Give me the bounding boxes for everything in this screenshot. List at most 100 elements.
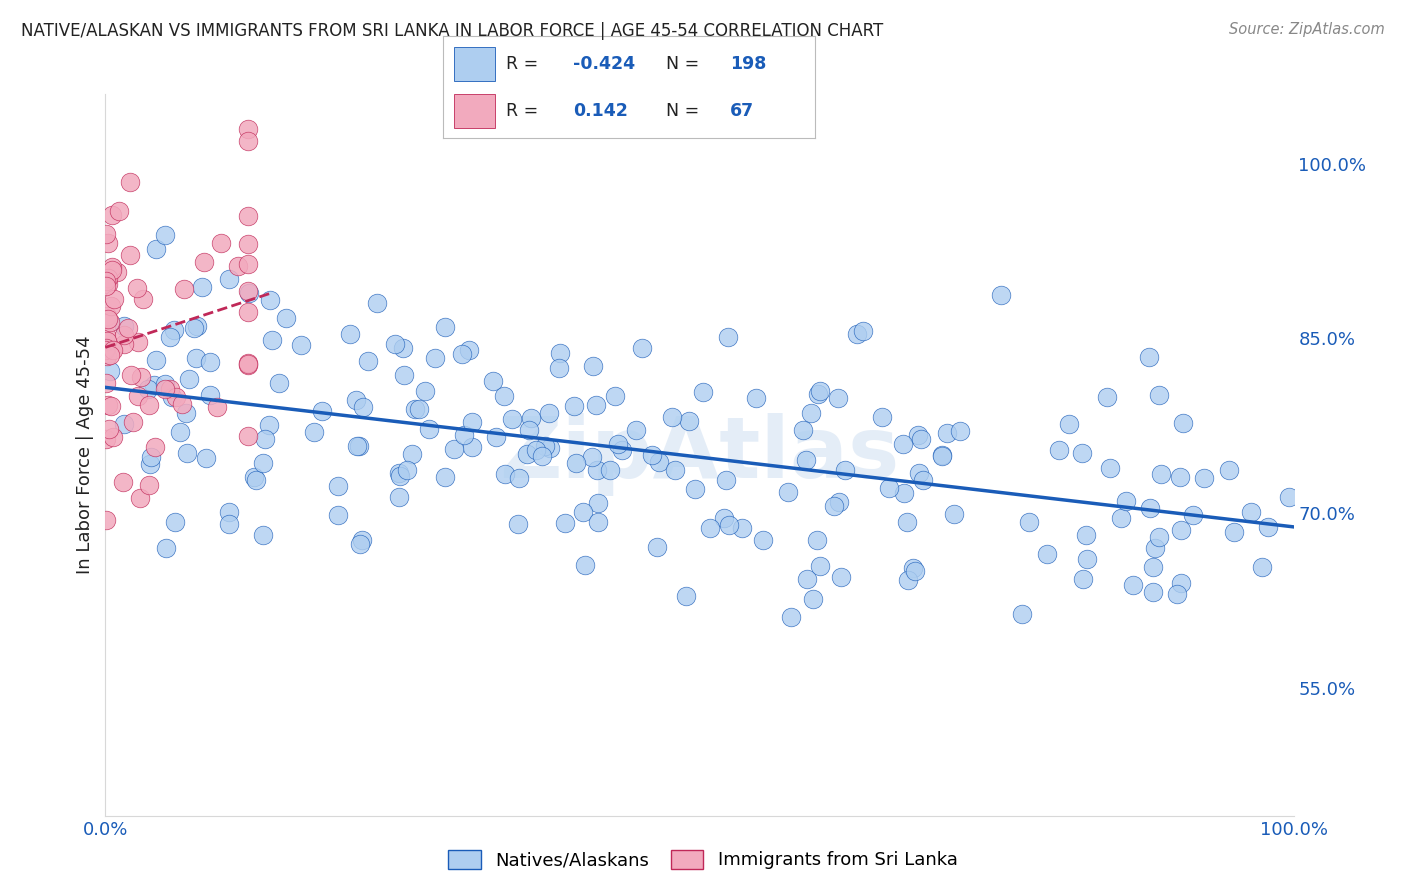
Point xyxy=(112,336,135,351)
Point xyxy=(236,305,259,319)
Point xyxy=(128,491,150,506)
Point xyxy=(176,446,198,460)
Point xyxy=(243,470,266,484)
Point xyxy=(1122,577,1144,591)
Point xyxy=(172,396,194,410)
Point xyxy=(678,414,700,428)
Point xyxy=(105,265,128,279)
Point xyxy=(907,428,929,442)
Point xyxy=(519,411,541,425)
Point xyxy=(877,481,900,495)
Point xyxy=(1250,560,1272,574)
Point xyxy=(101,430,124,444)
Point xyxy=(108,203,131,218)
Point xyxy=(852,324,875,338)
Point xyxy=(96,227,118,241)
Point xyxy=(547,360,569,375)
Point xyxy=(211,236,233,251)
Point xyxy=(792,423,814,437)
Point xyxy=(339,327,361,342)
Point xyxy=(145,353,167,368)
Point xyxy=(98,315,121,329)
Point xyxy=(506,517,529,532)
Point xyxy=(908,467,931,481)
Point xyxy=(366,296,388,310)
Point xyxy=(260,333,283,347)
Point xyxy=(311,404,333,418)
Point xyxy=(713,511,735,525)
Point xyxy=(100,299,122,313)
Point xyxy=(823,500,845,514)
Point xyxy=(254,432,277,446)
Point xyxy=(796,573,818,587)
Point xyxy=(692,385,714,400)
Text: ZipAtlas: ZipAtlas xyxy=(499,413,900,497)
Point xyxy=(357,354,380,368)
Point xyxy=(177,372,200,386)
Point xyxy=(97,398,120,412)
Point xyxy=(585,463,607,477)
Point xyxy=(745,392,768,406)
Point xyxy=(893,437,915,451)
Point xyxy=(508,471,530,485)
Point xyxy=(458,343,481,357)
Point xyxy=(460,440,482,454)
Point xyxy=(897,573,920,587)
Point xyxy=(132,293,155,307)
Point xyxy=(191,280,214,294)
Point xyxy=(120,368,142,382)
Point xyxy=(1071,572,1094,586)
Point xyxy=(574,558,596,573)
Point xyxy=(834,463,856,477)
Point xyxy=(391,341,413,355)
Point xyxy=(290,338,312,352)
Point xyxy=(127,389,149,403)
Point xyxy=(827,392,849,406)
Point xyxy=(554,516,576,531)
Point xyxy=(120,248,142,262)
Point xyxy=(252,456,274,470)
Point xyxy=(127,335,149,350)
Point xyxy=(302,425,325,440)
Point xyxy=(599,463,621,477)
Point xyxy=(418,422,440,436)
Point xyxy=(830,570,852,584)
Point xyxy=(112,417,135,431)
Point xyxy=(485,430,508,444)
Point xyxy=(236,237,259,252)
Point xyxy=(165,515,187,529)
Point xyxy=(238,286,260,301)
Text: 67: 67 xyxy=(730,102,754,120)
Point xyxy=(174,406,197,420)
Point xyxy=(1181,508,1204,522)
Point xyxy=(96,350,118,364)
Point xyxy=(101,208,124,222)
Point xyxy=(942,508,965,522)
Point xyxy=(714,473,737,487)
Point xyxy=(533,439,555,453)
Point xyxy=(586,496,609,510)
Point xyxy=(751,533,773,547)
Point xyxy=(218,272,240,286)
Point xyxy=(612,442,634,457)
Point xyxy=(405,402,427,417)
Point xyxy=(801,591,824,606)
Point xyxy=(675,590,697,604)
Point xyxy=(494,389,516,403)
Point xyxy=(328,479,350,493)
Point xyxy=(259,418,281,433)
Point xyxy=(139,458,162,472)
Point xyxy=(236,209,259,223)
Point xyxy=(97,271,120,285)
Point xyxy=(718,517,741,532)
Point xyxy=(169,425,191,439)
Point xyxy=(904,564,927,578)
Point xyxy=(94,342,117,356)
Point xyxy=(516,447,538,461)
Point xyxy=(1076,552,1098,566)
Point xyxy=(267,376,290,390)
Point xyxy=(218,504,240,518)
Point xyxy=(129,369,152,384)
Point xyxy=(94,512,117,526)
Point xyxy=(1168,469,1191,483)
